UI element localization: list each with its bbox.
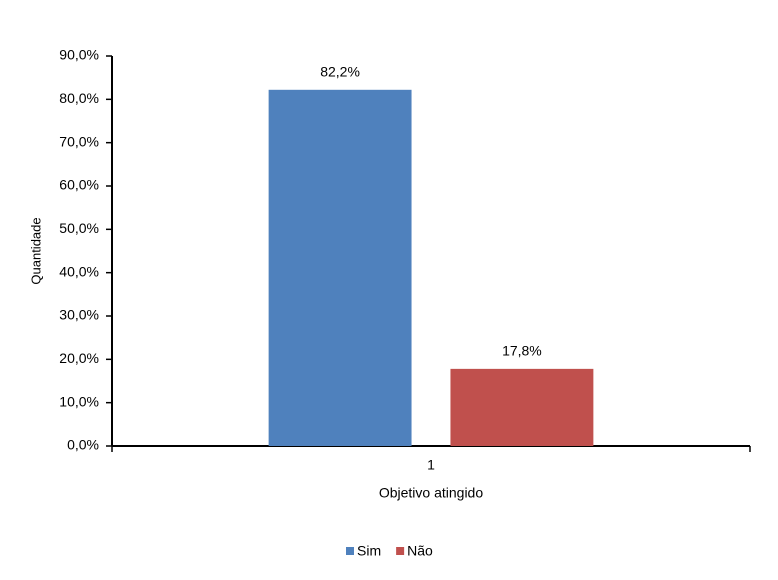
legend-swatch (346, 547, 354, 555)
x-axis-title: Objetivo atingido (379, 485, 484, 501)
y-tick-label: 80,0% (59, 90, 99, 106)
value-label: 82,2% (320, 64, 360, 80)
bar (268, 89, 412, 447)
y-tick-label: 60,0% (59, 177, 99, 193)
y-tick-label: 90,0% (59, 47, 99, 63)
value-label: 17,8% (502, 343, 542, 359)
y-axis-title: Quantidade (28, 217, 43, 284)
y-tick-label: 40,0% (59, 263, 99, 279)
y-tick-label: 20,0% (59, 350, 99, 366)
y-tick-label: 30,0% (59, 307, 99, 323)
legend-label: Sim (357, 543, 381, 559)
legend-label: Não (407, 543, 433, 559)
y-tick-label: 50,0% (59, 220, 99, 236)
y-tick-label: 0,0% (67, 437, 99, 453)
y-tick-label: 70,0% (59, 133, 99, 149)
y-tick-label: 10,0% (59, 393, 99, 409)
legend-swatch (396, 547, 405, 555)
x-tick-label: 1 (427, 457, 435, 473)
bar (450, 368, 594, 446)
